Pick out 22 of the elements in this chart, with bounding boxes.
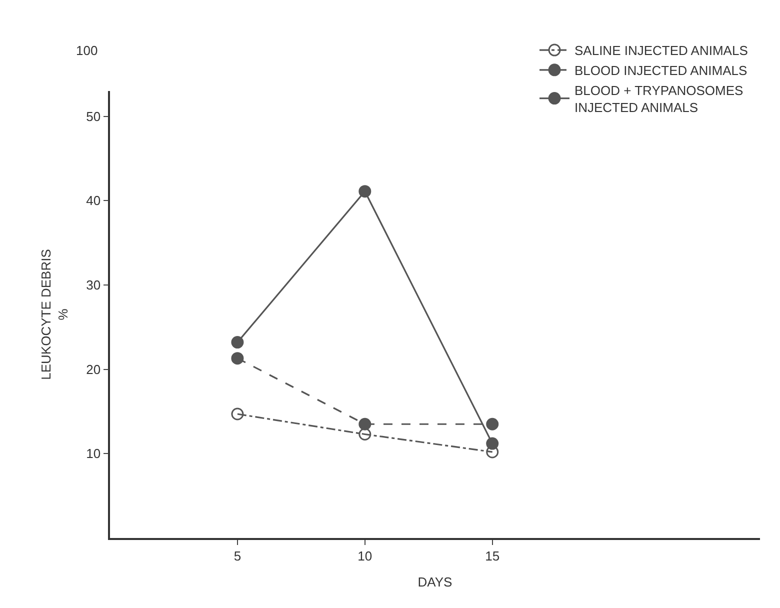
x-tick-label: 15	[485, 548, 500, 564]
x-tick-label: 10	[358, 548, 372, 564]
point	[486, 418, 499, 430]
y-axis-title: LEUKOCYTE DEBRIS %	[38, 248, 71, 380]
legend-label: SALINE INJECTED ANIMALS	[574, 43, 748, 58]
x-axis-title: DAYS	[418, 574, 453, 590]
y-tick-label: 30	[86, 278, 101, 293]
point	[231, 336, 244, 349]
y-tick-label: 50	[86, 108, 101, 124]
point	[358, 428, 372, 440]
text: 100	[76, 43, 98, 58]
x-tick-label: 5	[234, 548, 242, 564]
point	[358, 418, 372, 430]
legend-label: BLOOD + TRYPANOSOMES INJECTED ANIMALS	[574, 82, 744, 115]
point	[358, 185, 372, 198]
y-tick-label: 10	[86, 446, 101, 462]
point	[486, 437, 499, 450]
y-tick-label: 40	[86, 193, 101, 208]
legend-label: BLOOD INJECTED ANIMALS	[574, 63, 748, 78]
point	[231, 408, 244, 420]
point	[231, 352, 244, 365]
y-tick-label: 20	[86, 362, 101, 377]
